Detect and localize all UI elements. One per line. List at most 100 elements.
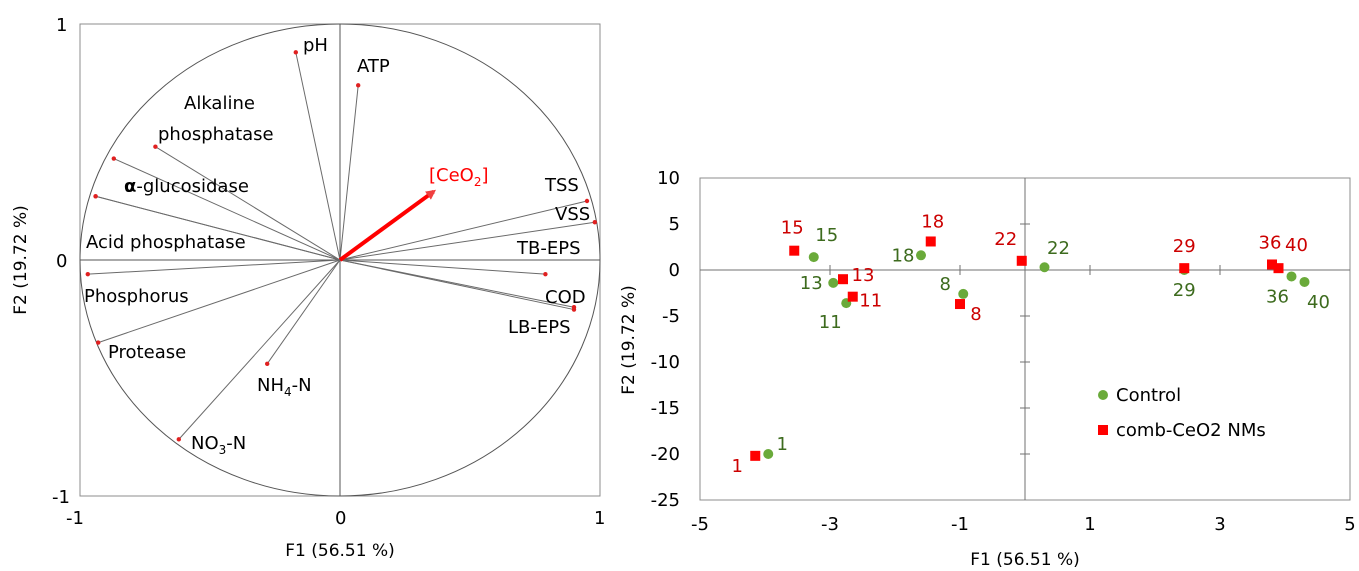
- label-alpha-glucosidase-rest: -glucosidase: [136, 176, 249, 197]
- variable-vectors: [85, 50, 597, 442]
- legend-control-marker: [1098, 390, 1108, 400]
- label-no3n: NO3-N: [191, 433, 246, 457]
- label-phosphorus: Phosphorus: [84, 286, 189, 307]
- ceo2-point-13: [838, 274, 848, 285]
- label-nh4n: NH4-N: [257, 375, 312, 399]
- right-ytick-label: -25: [651, 490, 680, 511]
- label-alkaline-phosphatase-2: phosphatase: [158, 124, 274, 145]
- label-alkaline-phosphatase-1: Alkaline: [184, 93, 255, 114]
- right-ytick-label: 5: [669, 214, 680, 235]
- control-point-label-18: 18: [892, 245, 915, 266]
- left-ytick-neg1: -1: [52, 487, 70, 508]
- legend-ceo2-label: comb-CeO2 NMs: [1116, 420, 1266, 441]
- vector--glucosidase-3: [113, 158, 341, 261]
- left-ytick-0: 0: [56, 251, 67, 272]
- control-point-label-8: 8: [940, 274, 951, 295]
- right-xtick-label: -1: [951, 514, 969, 535]
- ceo2-point-29: [1179, 263, 1190, 274]
- label-tss: TSS: [544, 175, 579, 196]
- label-ceo2-tail: ]: [481, 165, 488, 186]
- label-ceo2: [CeO2]: [429, 165, 489, 189]
- control-point-label-15: 15: [815, 225, 838, 246]
- label-nh4n-main: NH: [257, 375, 284, 396]
- control-point-13: [828, 277, 839, 288]
- right-x-axis-label: F1 (56.51 %): [970, 550, 1080, 570]
- vector-ph-0: [295, 52, 341, 261]
- vector-tip-phosphorus-6: [85, 271, 91, 277]
- label-no3n-main: NO: [191, 433, 219, 454]
- right-xtick-label: 5: [1344, 514, 1355, 535]
- legend: Control comb-CeO2 NMs: [1098, 385, 1266, 441]
- vector-tip-tb-eps-12: [543, 271, 548, 277]
- ceo2-point-15: [789, 245, 800, 256]
- label-nh4n-tail: -N: [292, 375, 312, 396]
- label-protease: Protease: [108, 342, 186, 363]
- label-nh4n-sub: 4: [284, 385, 292, 399]
- ceo2-point-8: [955, 299, 965, 310]
- right-xtick-label: 3: [1214, 514, 1225, 535]
- right-ytick-label: -10: [651, 352, 680, 373]
- control-point-label-40: 40: [1307, 292, 1330, 313]
- control-point-label-11: 11: [819, 312, 842, 333]
- right-ytick-label: 10: [657, 168, 680, 189]
- right-xtick-label: -5: [691, 514, 709, 535]
- legend-control-label: Control: [1116, 385, 1181, 406]
- ceo2-point-label-13: 13: [852, 265, 875, 286]
- label-ceo2-main: [CeO: [429, 165, 474, 186]
- left-xtick-0: 0: [335, 508, 346, 529]
- left-y-axis-label: F2 (19.72 %): [11, 205, 31, 315]
- vector-vss-11: [339, 221, 595, 261]
- label-cod: COD: [545, 287, 586, 308]
- ceo2-point-label-29: 29: [1173, 236, 1196, 257]
- right-y-axis-label: F2 (19.72 %): [619, 285, 639, 395]
- vector-tip--glucosidase-3: [111, 156, 117, 161]
- label-alpha-glucosidase-bold: α: [124, 176, 136, 197]
- left-ytick-1: 1: [56, 15, 67, 36]
- vector-no3-n-9: [178, 259, 341, 440]
- correlation-circle-panel: 1 0 -1 -1 0 1 F1 (56.51 %) F2 (19.72 %) …: [11, 15, 605, 561]
- left-xtick-1: 1: [594, 508, 605, 529]
- label-lb-eps: LB-EPS: [508, 317, 571, 338]
- right-ytick-label: -5: [662, 306, 680, 327]
- label-tb-eps: TB-EPS: [516, 238, 581, 259]
- label-acid-phosphatase: Acid phosphatase: [86, 232, 246, 253]
- ceo2-point-label-11: 11: [859, 291, 882, 312]
- control-point-36: [1286, 271, 1297, 282]
- control-point-18: [916, 250, 926, 261]
- vector-tip-tss-10: [584, 198, 590, 204]
- vector-atp-1: [339, 85, 359, 261]
- ceo2-point-label-8: 8: [970, 304, 981, 325]
- right-ytick-label: 0: [669, 260, 680, 281]
- vector-nh4-n-8: [266, 259, 341, 365]
- ceo2-arrow: [338, 189, 437, 262]
- ceo2-point-label-18: 18: [921, 211, 944, 232]
- control-point-40: [1299, 276, 1310, 287]
- ceo2-point-36: [1267, 259, 1277, 270]
- vector-tss-10: [339, 200, 588, 261]
- left-xtick-neg1: -1: [66, 508, 84, 529]
- vector-tip-atp-1: [356, 83, 361, 88]
- right-ytick-label: -15: [651, 398, 680, 419]
- legend-ceo2-marker: [1098, 425, 1108, 435]
- ceo2-point-label-40: 40: [1285, 235, 1308, 256]
- label-no3n-tail: -N: [226, 433, 246, 454]
- vector-tip-ph-0: [293, 50, 298, 55]
- control-point-label-13: 13: [800, 273, 823, 294]
- label-alpha-glucosidase: α-glucosidase: [124, 176, 249, 197]
- vector-tip-vss-11: [592, 220, 597, 225]
- ceo2-point-18: [925, 236, 936, 247]
- control-point-22: [1039, 262, 1050, 273]
- ceo2-point-22: [1016, 255, 1027, 266]
- vector-tip-no3-n-9: [176, 437, 181, 442]
- control-point-label-29: 29: [1173, 280, 1196, 301]
- vector-tip-nh4-n-8: [265, 361, 270, 367]
- vector-lb-eps-14: [339, 259, 575, 311]
- ceo2-point-40: [1273, 263, 1284, 274]
- control-point-label-1: 1: [777, 434, 788, 455]
- vector-tip-alkaline-phosphatase-2: [153, 144, 158, 149]
- control-point-8: [958, 288, 969, 299]
- ceo2-point-label-1: 1: [732, 456, 743, 477]
